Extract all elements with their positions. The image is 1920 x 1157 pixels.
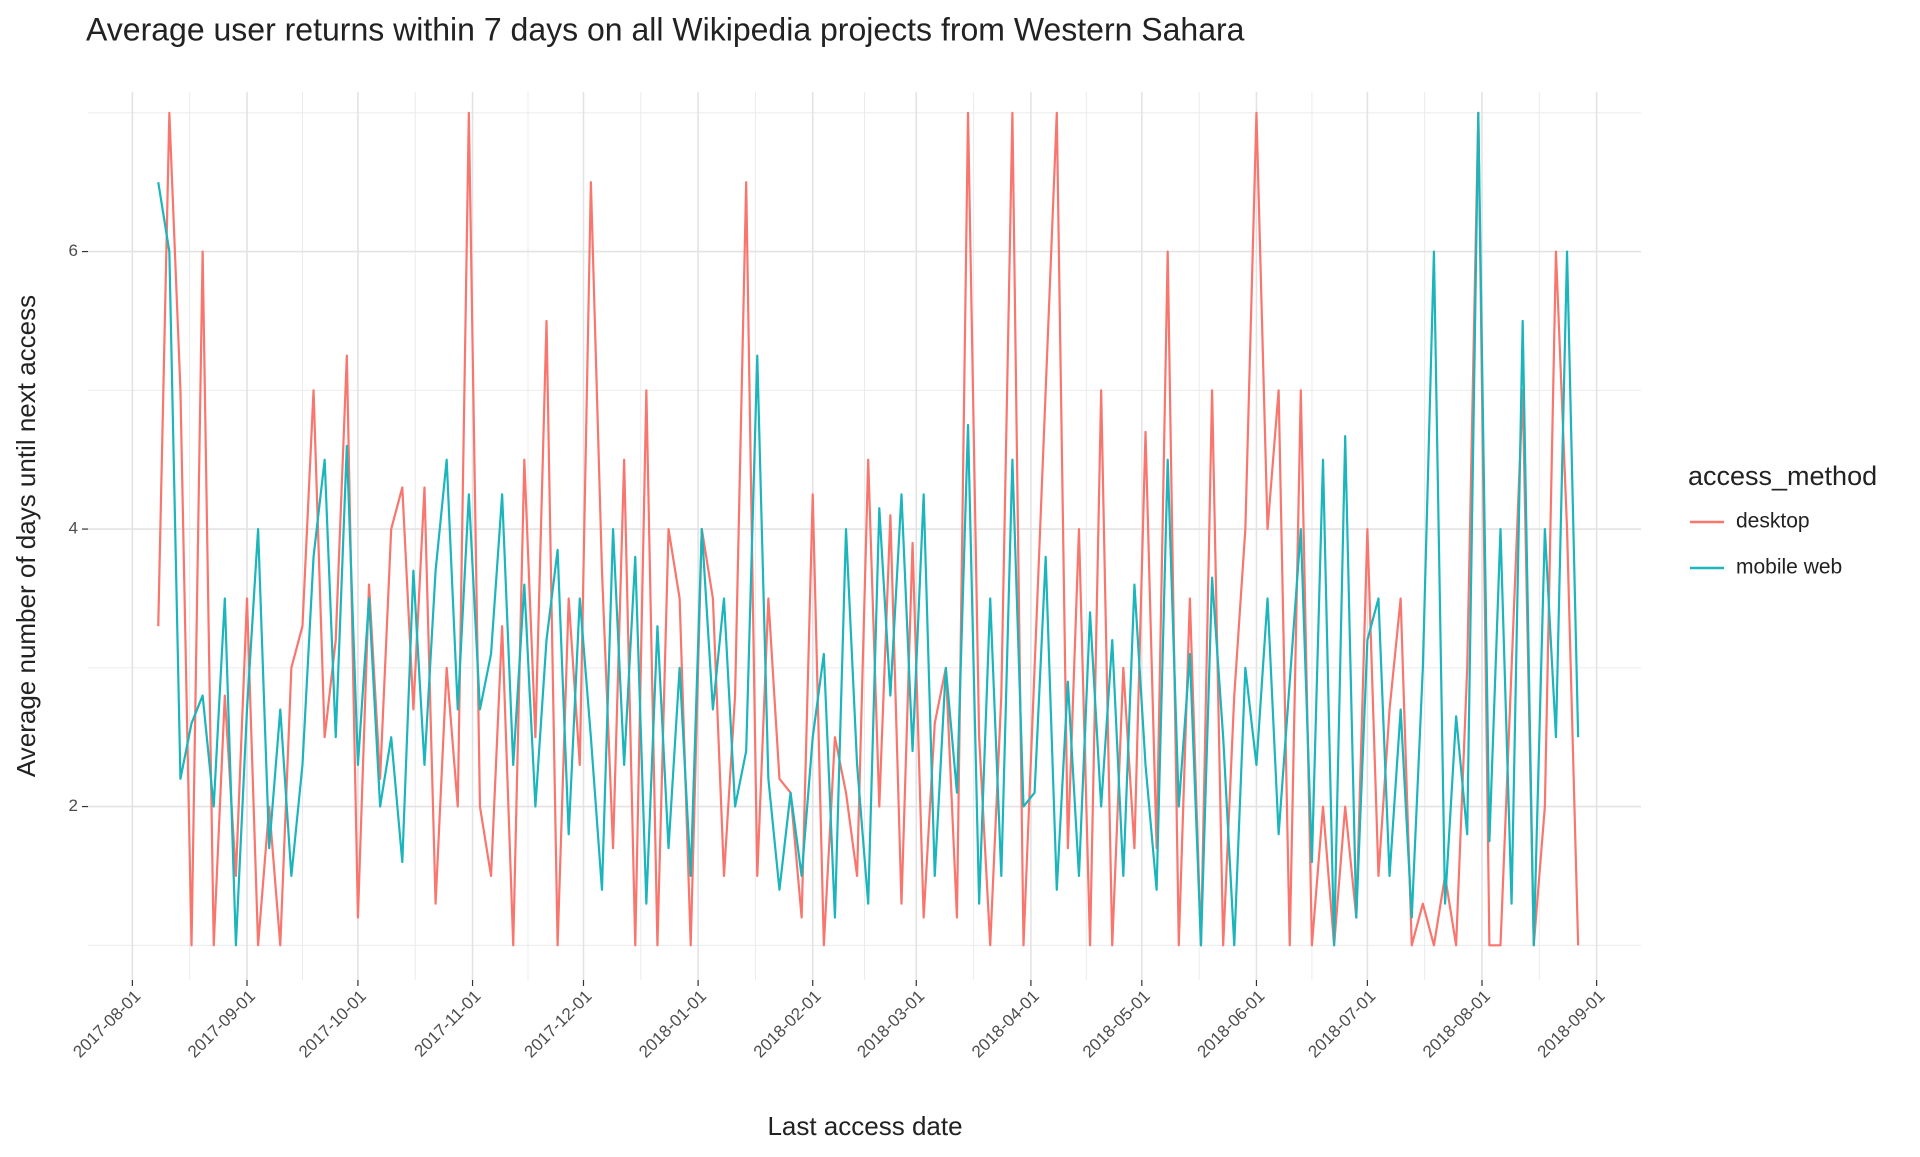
x-tick-label: 2017-08-01 <box>69 987 144 1062</box>
x-tick-label: 2018-08-01 <box>1419 987 1494 1062</box>
x-tick-label: 2018-02-01 <box>750 987 825 1062</box>
x-axis-title: Last access date <box>767 1111 962 1141</box>
chart-title: Average user returns within 7 days on al… <box>86 11 1245 47</box>
legend-label: desktop <box>1736 510 1810 533</box>
x-tick-label: 2017-11-01 <box>411 987 485 1061</box>
x-tick-label: 2018-06-01 <box>1194 987 1269 1062</box>
legend-title: access_method <box>1688 461 1877 491</box>
y-tick-label: 6 <box>69 241 78 260</box>
y-axis-title: Average number of days until next access <box>11 295 41 777</box>
x-tick-label: 2017-12-01 <box>521 987 596 1062</box>
data-line <box>157 111 1580 947</box>
x-tick-label: 2018-04-01 <box>968 987 1043 1062</box>
legend-label: mobile web <box>1736 556 1842 579</box>
x-tick-label: 2018-05-01 <box>1079 987 1154 1062</box>
y-tick-label: 2 <box>69 796 78 815</box>
x-tick-label: 2018-07-01 <box>1304 987 1379 1062</box>
x-tick-label: 2018-09-01 <box>1534 987 1609 1062</box>
x-tick-label: 2017-09-01 <box>184 987 259 1062</box>
x-tick-label: 2018-01-01 <box>635 987 710 1062</box>
x-tick-label: 2017-10-01 <box>295 987 370 1062</box>
y-tick-label: 4 <box>69 519 78 538</box>
data-line <box>157 111 1580 947</box>
x-tick-label: 2018-03-01 <box>853 987 928 1062</box>
